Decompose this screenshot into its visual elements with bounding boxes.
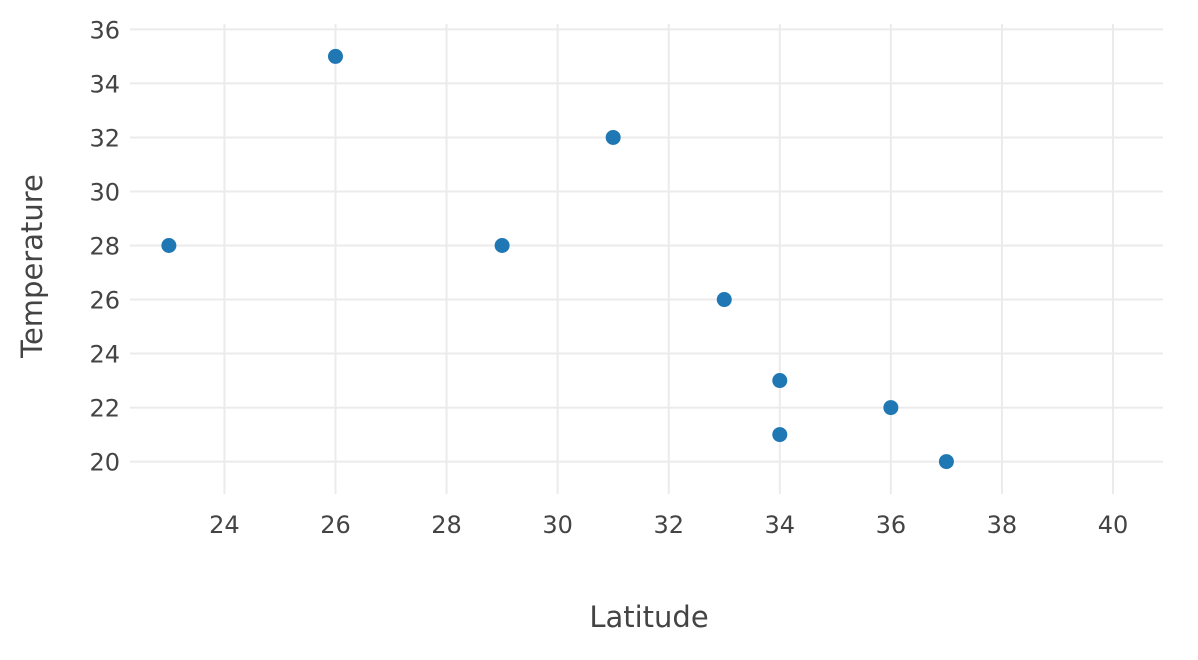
- x-tick-labels: 24 26 28 30 32 34 36 38 40: [209, 511, 1128, 539]
- data-point[interactable]: [605, 129, 621, 145]
- y-tick-label: 32: [89, 124, 120, 152]
- y-tick-label: 26: [89, 287, 120, 315]
- y-tick-label: 34: [89, 70, 120, 98]
- x-tick-label: 38: [987, 511, 1018, 539]
- data-points: [161, 48, 954, 470]
- data-point[interactable]: [938, 454, 954, 470]
- y-tick-label: 28: [89, 232, 120, 260]
- y-tick-label: 30: [89, 178, 120, 206]
- data-point[interactable]: [883, 400, 899, 416]
- x-tick-label: 30: [542, 511, 573, 539]
- y-gridlines: [130, 28, 1163, 463]
- data-point[interactable]: [494, 237, 510, 253]
- data-point[interactable]: [772, 373, 788, 389]
- y-tick-label: 24: [89, 341, 120, 369]
- x-tick-label: 26: [320, 511, 351, 539]
- data-point[interactable]: [716, 292, 732, 308]
- x-tick-label: 36: [876, 511, 907, 539]
- y-axis-title: Temperature: [15, 174, 49, 359]
- x-axis-title: Latitude: [589, 600, 708, 634]
- x-tick-label: 28: [431, 511, 462, 539]
- data-point[interactable]: [327, 48, 343, 64]
- y-tick-labels: 20 22 24 26 28 30 32 34 36: [89, 16, 120, 476]
- x-gridlines: [223, 24, 1115, 494]
- y-tick-label: 22: [89, 395, 120, 423]
- x-tick-label: 32: [653, 511, 684, 539]
- y-tick-label: 36: [89, 16, 120, 44]
- x-tick-label: 24: [209, 511, 240, 539]
- y-tick-label: 20: [89, 449, 120, 477]
- x-tick-label: 34: [765, 511, 796, 539]
- data-point[interactable]: [772, 427, 788, 443]
- x-tick-label: 40: [1098, 511, 1129, 539]
- data-point[interactable]: [161, 237, 177, 253]
